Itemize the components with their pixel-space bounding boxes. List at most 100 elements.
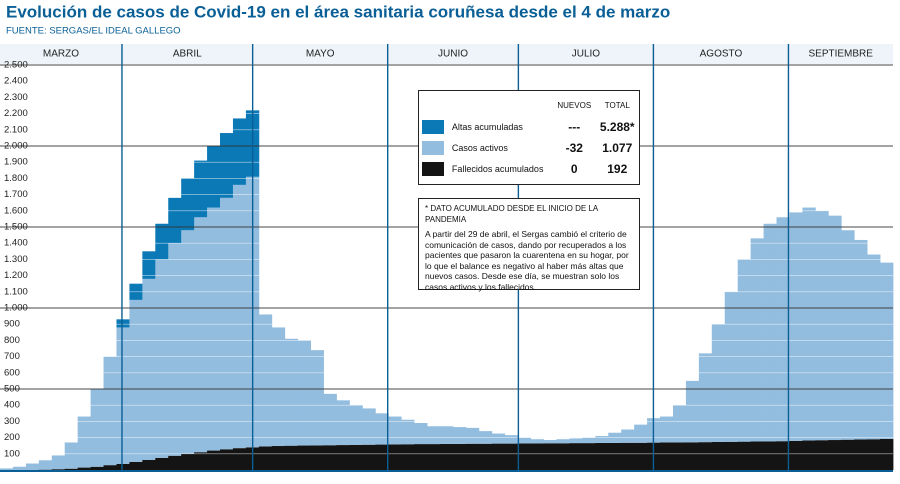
bar-segment [116, 319, 130, 328]
bar-segment [116, 327, 130, 464]
bar-segment [181, 178, 195, 231]
legend-swatch [422, 119, 444, 134]
legend: NUEVOS TOTAL Altas acumuladas --- 5.288* Ca… [418, 90, 640, 185]
y-tick-label: 500 [4, 384, 20, 395]
legend-value: 1.077 [602, 140, 633, 155]
bar-segment [452, 427, 467, 444]
bar-segment [724, 291, 739, 442]
bar-segment [155, 259, 169, 458]
bar-segment [207, 146, 221, 208]
bar-segment [401, 419, 415, 445]
bar-segment [582, 443, 596, 470]
bar-segment [685, 380, 700, 443]
bar-segment [854, 239, 868, 440]
bar-segment [168, 455, 182, 470]
month-label: AGOSTO [700, 49, 743, 60]
bar-segment [90, 466, 104, 470]
legend-value: 5.288* [599, 119, 635, 134]
bar-segment [349, 405, 363, 445]
legend-label: Casos activos [451, 142, 508, 153]
bar-segment [220, 197, 234, 450]
bar-segment [51, 469, 66, 470]
bar-segment [142, 459, 156, 470]
bar-segment [815, 210, 829, 441]
bar-segment [103, 465, 117, 470]
bar-segment [517, 437, 532, 444]
y-tick-label: 1.600 [4, 205, 28, 216]
bar-segment [362, 444, 376, 470]
bar-segment [504, 443, 519, 470]
bar-segment [323, 393, 337, 446]
bar-segment [465, 443, 480, 470]
bar-segment [789, 212, 803, 441]
legend-swatch [422, 161, 444, 176]
bar-segment [621, 442, 635, 470]
bar-segment [440, 443, 454, 470]
bar-segment [672, 442, 687, 470]
bar-segment [362, 408, 376, 445]
legend-value: 0 [570, 161, 578, 176]
legend-value: -32 [565, 140, 583, 155]
bar-segment [232, 448, 247, 470]
month-label: JUNIO [438, 49, 468, 60]
bar-segment [284, 445, 299, 470]
bar-segment [388, 444, 402, 470]
y-tick-label: 300 [4, 416, 20, 427]
bar-segment [310, 350, 324, 446]
bar-segment [258, 314, 273, 447]
bar-segment [64, 468, 79, 470]
bar-segment [194, 160, 208, 218]
y-tick-label: 1.900 [4, 157, 28, 168]
y-tick-label: 700 [4, 351, 20, 362]
bar-segment [530, 439, 544, 444]
legend-label: Altas acumuladas [451, 121, 523, 132]
bar-segment [789, 440, 803, 470]
month-label: ABRIL [173, 49, 202, 60]
y-tick-label: 1.300 [4, 254, 28, 265]
bar-segment [168, 197, 182, 244]
bar-segment [297, 340, 312, 446]
bar-segment [478, 443, 493, 470]
bar-segment [323, 445, 337, 470]
bar-segment [388, 416, 402, 445]
bar-segment [349, 444, 363, 470]
bar-segment [569, 443, 583, 470]
bar-segment [336, 400, 350, 446]
bar-segment [181, 453, 195, 470]
bar-segment [220, 449, 234, 470]
bar-segment [543, 443, 557, 470]
bar-segment [194, 217, 208, 453]
bar-segment [116, 463, 130, 470]
month-band [0, 44, 893, 64]
bar-segment [220, 133, 234, 198]
bar-segment [750, 441, 764, 470]
bar-segment [854, 439, 868, 470]
bar-segment [375, 413, 389, 445]
bar-segment [38, 460, 53, 470]
note: * DATO ACUMULADO DESDE EL INICIO DE LA P… [418, 198, 640, 292]
bar-segment [310, 445, 324, 470]
bar-segment [440, 426, 454, 444]
bar-segment [737, 441, 752, 470]
bar-segment [660, 442, 674, 470]
month-label: MAYO [306, 49, 335, 60]
chart-subtitle: FUENTE: SERGAS/EL IDEAL GALLEGO [6, 26, 181, 37]
bar-segment [491, 433, 506, 444]
bar-segment [142, 278, 156, 460]
bar-segment [271, 446, 286, 470]
bar-segment [672, 405, 687, 443]
bar-segment [828, 215, 842, 441]
bar-segment [271, 327, 286, 447]
bar-segment [763, 223, 777, 442]
bar-segment [698, 353, 713, 443]
bar-segment [207, 207, 221, 451]
bar-segment [427, 426, 441, 445]
bar-segment [77, 416, 91, 468]
bar-segment [181, 230, 195, 454]
bar-segment [582, 437, 596, 444]
y-tick-label: 800 [4, 335, 20, 346]
y-tick-label: 2.200 [4, 108, 28, 119]
bar-segment [194, 452, 208, 470]
bar-segment [232, 118, 247, 185]
